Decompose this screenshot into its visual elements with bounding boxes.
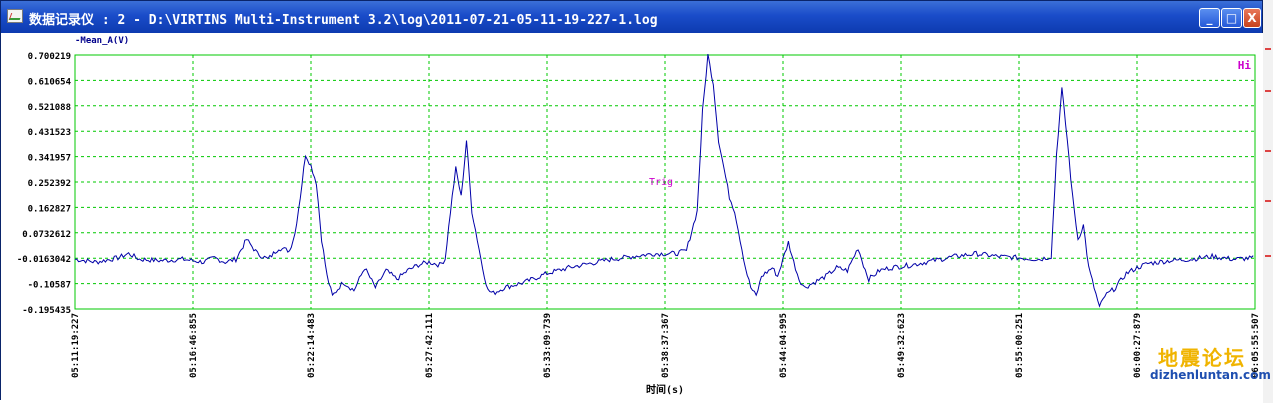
edge-marker — [1265, 255, 1271, 257]
series-line-mean-a — [74, 54, 1254, 308]
y-tick-label: 0.700219 — [28, 52, 71, 62]
title-bar[interactable]: 数据记录仪 : 2 - D:\VIRTINS Multi-Instrument … — [1, 1, 1262, 33]
x-tick-label: 06:05:55:507 — [1251, 313, 1261, 378]
edge-marker — [1265, 90, 1271, 92]
x-tick-label: 05:33:09:739 — [543, 313, 553, 378]
y-tick-label: 0.341957 — [28, 154, 71, 164]
edge-marker — [1265, 48, 1271, 50]
line-chart[interactable]: 0.700219 0.610654 0.521088 0.431523 0.341957… — [1, 33, 1264, 401]
x-tick-label: 05:49:32:623 — [897, 313, 907, 378]
y-tick-label: 0.521088 — [28, 103, 71, 113]
minimize-button[interactable]: _ — [1199, 8, 1220, 28]
maximize-button[interactable]: □ — [1221, 8, 1242, 28]
edge-marker — [1265, 200, 1271, 202]
x-axis-label: 时间(s) — [646, 383, 684, 396]
x-tick-label: 05:38:37:367 — [661, 313, 671, 378]
app-chart-icon[interactable] — [7, 9, 23, 23]
y-tick-label: -0.195435 — [22, 306, 71, 316]
x-tick-label: 05:11:19:227 — [71, 313, 81, 378]
y-tick-label: -0.0163042 — [17, 255, 71, 265]
y-tick-label: 0.0732612 — [22, 230, 71, 240]
watermark-logo: 地震论坛 — [1158, 346, 1246, 370]
x-tick-label: 06:00:27:879 — [1133, 313, 1143, 378]
x-tick-label: 05:44:04:995 — [779, 313, 789, 378]
y-tick-label: -0.10587 — [28, 281, 71, 291]
chart-area[interactable]: 0.700219 0.610654 0.521088 0.431523 0.341957… — [1, 33, 1264, 401]
x-tick-label: 05:22:14:483 — [307, 313, 317, 378]
x-tick-label: 05:16:46:855 — [189, 313, 199, 378]
x-tick-label: 05:27:42:111 — [425, 313, 435, 378]
window-title: 数据记录仪 : 2 - D:\VIRTINS Multi-Instrument … — [29, 13, 658, 28]
close-button[interactable]: X — [1243, 8, 1261, 28]
trigger-label: Trig — [649, 177, 673, 188]
watermark-url: dizhenluntan.com — [1150, 368, 1271, 382]
y-tick-label: 0.431523 — [28, 128, 71, 138]
right-edge-strip — [1263, 0, 1273, 403]
y-tick-label: 0.162827 — [28, 204, 71, 214]
edge-marker — [1265, 150, 1271, 152]
y-tick-label: 0.252392 — [28, 179, 71, 189]
x-tick-label: 05:55:00:251 — [1015, 313, 1025, 378]
data-logger-window: 数据记录仪 : 2 - D:\VIRTINS Multi-Instrument … — [0, 0, 1263, 400]
y-tick-label: 0.610654 — [28, 77, 72, 87]
corner-marker: Hi — [1238, 59, 1252, 72]
series-legend-label: -Mean_A(V) — [75, 36, 129, 46]
